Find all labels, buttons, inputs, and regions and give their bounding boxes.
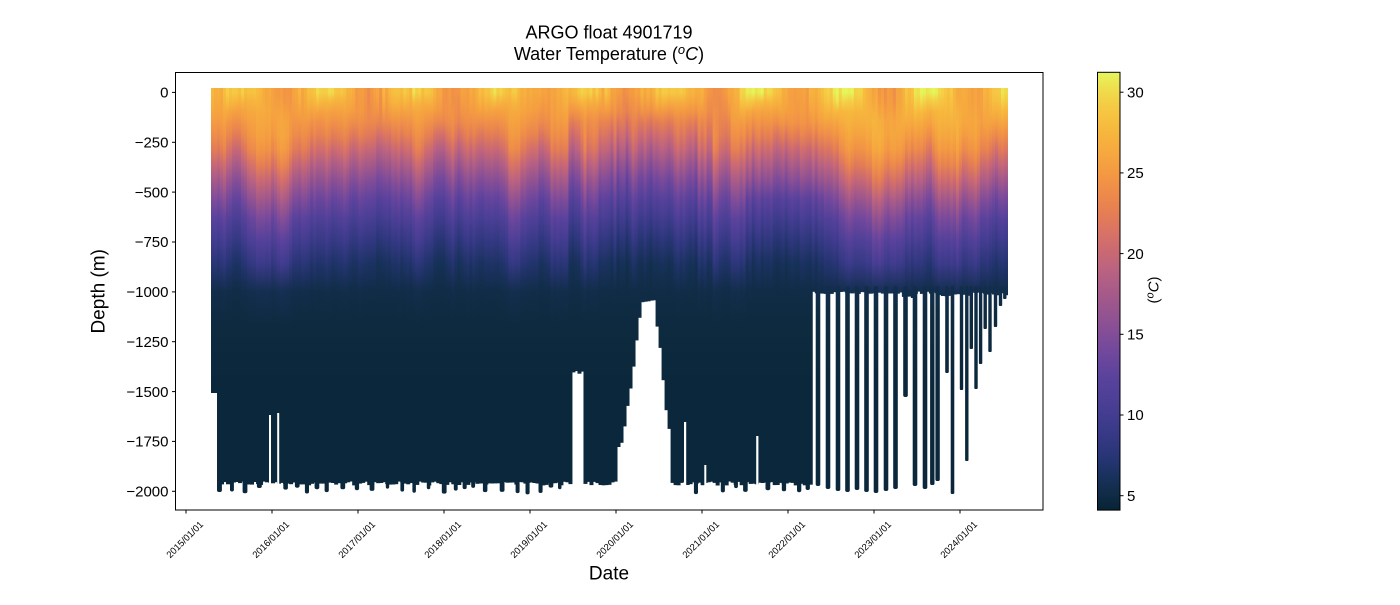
svg-text:−2000: −2000 bbox=[126, 484, 168, 501]
svg-text:10: 10 bbox=[1127, 407, 1144, 424]
svg-text:−500: −500 bbox=[135, 184, 169, 201]
svg-text:ARGO float 4901719: ARGO float 4901719 bbox=[525, 23, 692, 43]
svg-text:−750: −750 bbox=[135, 234, 169, 251]
svg-text:−1250: −1250 bbox=[126, 334, 168, 351]
svg-text:25: 25 bbox=[1127, 165, 1144, 182]
svg-text:−1750: −1750 bbox=[126, 434, 168, 451]
svg-text:−1500: −1500 bbox=[126, 384, 168, 401]
svg-text:−1000: −1000 bbox=[126, 284, 168, 301]
svg-text:0: 0 bbox=[160, 85, 168, 102]
svg-text:(oC): (oC) bbox=[1145, 277, 1163, 304]
svg-text:Date: Date bbox=[589, 564, 629, 585]
svg-text:30: 30 bbox=[1127, 84, 1144, 101]
svg-text:−250: −250 bbox=[135, 135, 169, 152]
svg-text:20: 20 bbox=[1127, 246, 1144, 263]
svg-text:5: 5 bbox=[1127, 488, 1135, 505]
svg-text:Depth (m): Depth (m) bbox=[89, 249, 110, 333]
svg-text:Water Temperature (oC): Water Temperature (oC) bbox=[514, 42, 704, 64]
svg-text:15: 15 bbox=[1127, 327, 1144, 344]
